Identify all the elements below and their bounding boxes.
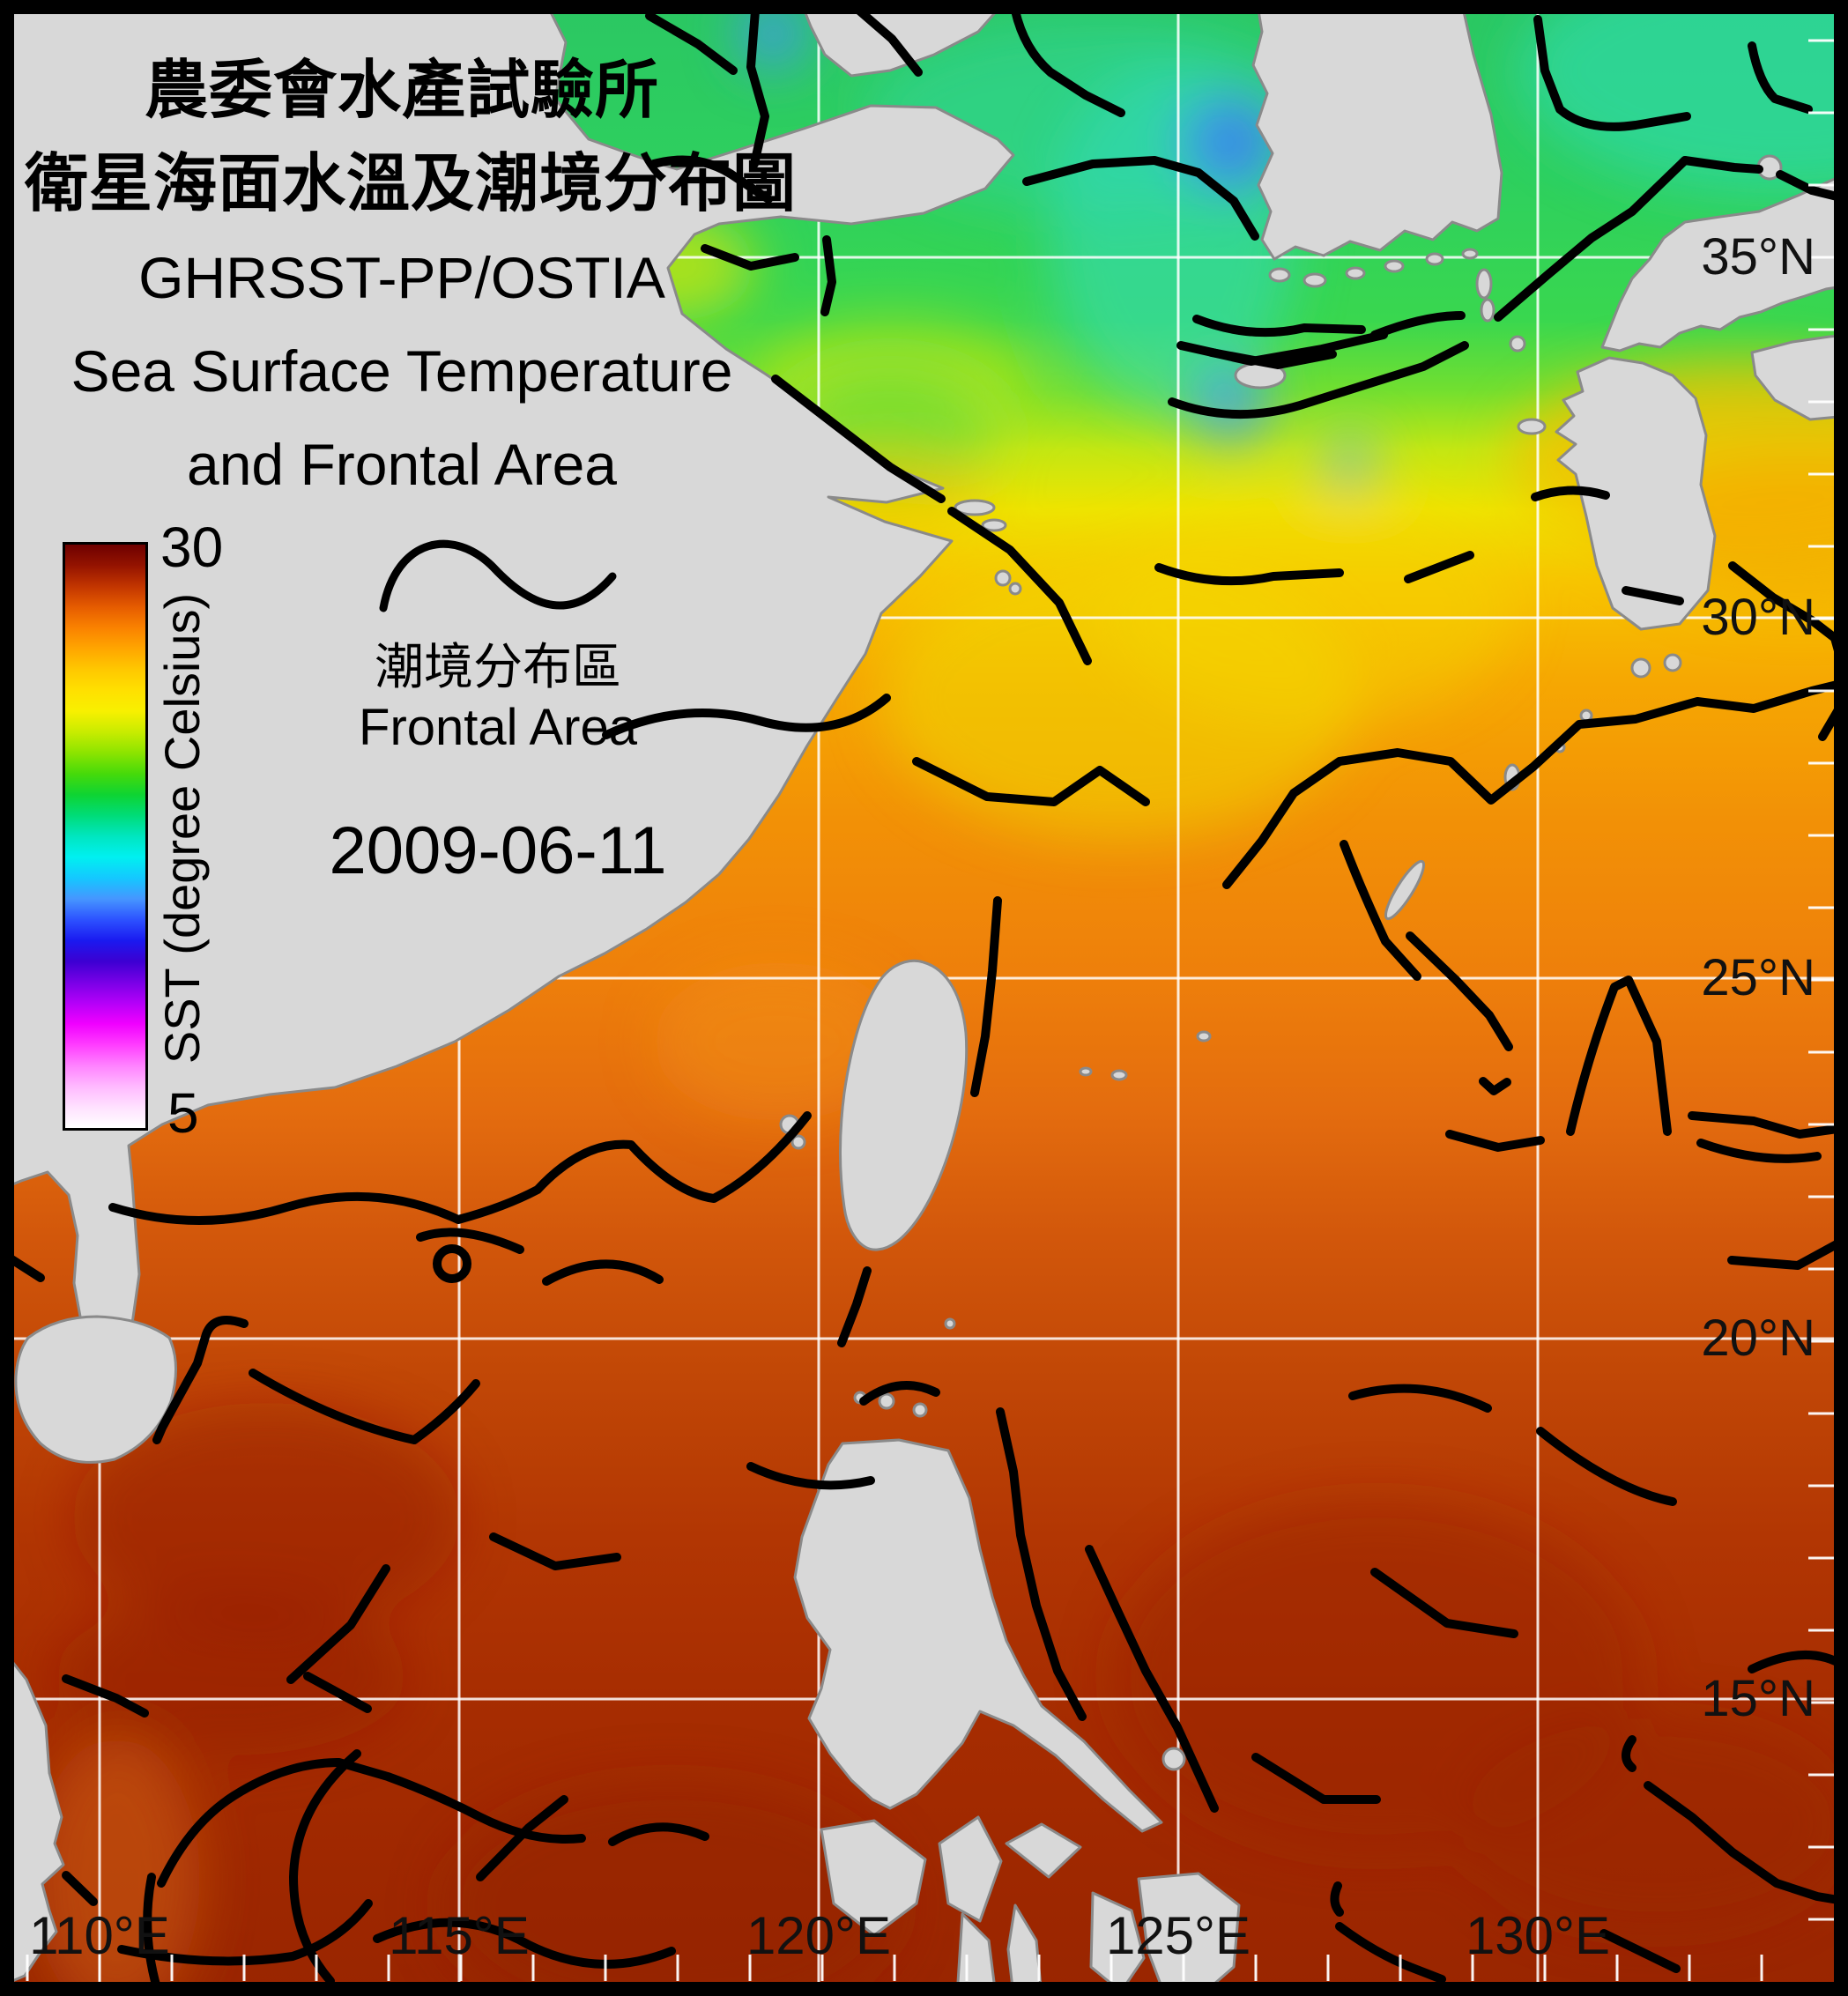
- lon-label-110e: 110°E: [29, 1906, 170, 1965]
- lon-label-120e: 120°E: [746, 1906, 892, 1965]
- land-japan-kyushu: [1555, 356, 1717, 631]
- lon-label-115e: 115°E: [389, 1906, 530, 1965]
- title-agency: 農委會水產試驗所: [144, 56, 659, 126]
- title-dataset: GHRSST-PP/OSTIA: [138, 245, 665, 310]
- land-ryukyu-islands: [1079, 418, 1682, 1081]
- legend-label-zh: 潮境分布區: [375, 639, 621, 694]
- land-japan-shikoku: [1750, 333, 1848, 421]
- legend-label-en: Frontal Area: [359, 699, 637, 756]
- title-product-en-2: and Frontal Area: [187, 432, 617, 497]
- colorbar-min-label: 5: [167, 1081, 199, 1145]
- land-korea-south-islands: [1268, 248, 1479, 288]
- colorbar-axis-label: SST (degree Celsius): [154, 592, 210, 1065]
- lat-label-20n: 20°N: [1701, 1310, 1815, 1367]
- date-label: 2009-06-11: [329, 813, 667, 888]
- colorbar: [63, 542, 148, 1131]
- lon-label-125e: 125°E: [1105, 1906, 1251, 1965]
- land-taiwan: [839, 959, 969, 1251]
- land-japan-honshu: [1600, 171, 1848, 352]
- land-philippine-islands: [820, 1317, 1241, 1996]
- sea-temperature-patches: [33, 0, 1848, 1996]
- land-hainan: [14, 1315, 178, 1464]
- lat-label-35n: 35°N: [1701, 228, 1815, 286]
- axis-ticks: [26, 39, 1835, 1981]
- land-china-mainland: [0, 0, 1015, 1354]
- land-tsushima-islands: [1475, 268, 1526, 352]
- title-product-zh: 衛星海面水溫及潮境分布圖: [25, 149, 798, 219]
- title-block: 農委會水產試驗所 衛星海面水溫及潮境分布圖 GHRSST-PP/OSTIA Se…: [25, 44, 798, 511]
- lat-label-25n: 25°N: [1701, 949, 1815, 1006]
- land-luzon: [793, 1438, 1163, 1833]
- lat-label-15n: 15°N: [1701, 1670, 1815, 1727]
- land-korea-peninsula: [1251, 0, 1503, 261]
- frontal-line-wave-icon: [379, 539, 617, 612]
- lon-label-130e: 130°E: [1465, 1906, 1611, 1965]
- land-yangtze-islands: [954, 499, 1022, 596]
- lat-label-30n: 30°N: [1701, 589, 1815, 646]
- colorbar-max-label: 30: [160, 516, 224, 579]
- title-product-en-1: Sea Surface Temperature: [71, 338, 733, 404]
